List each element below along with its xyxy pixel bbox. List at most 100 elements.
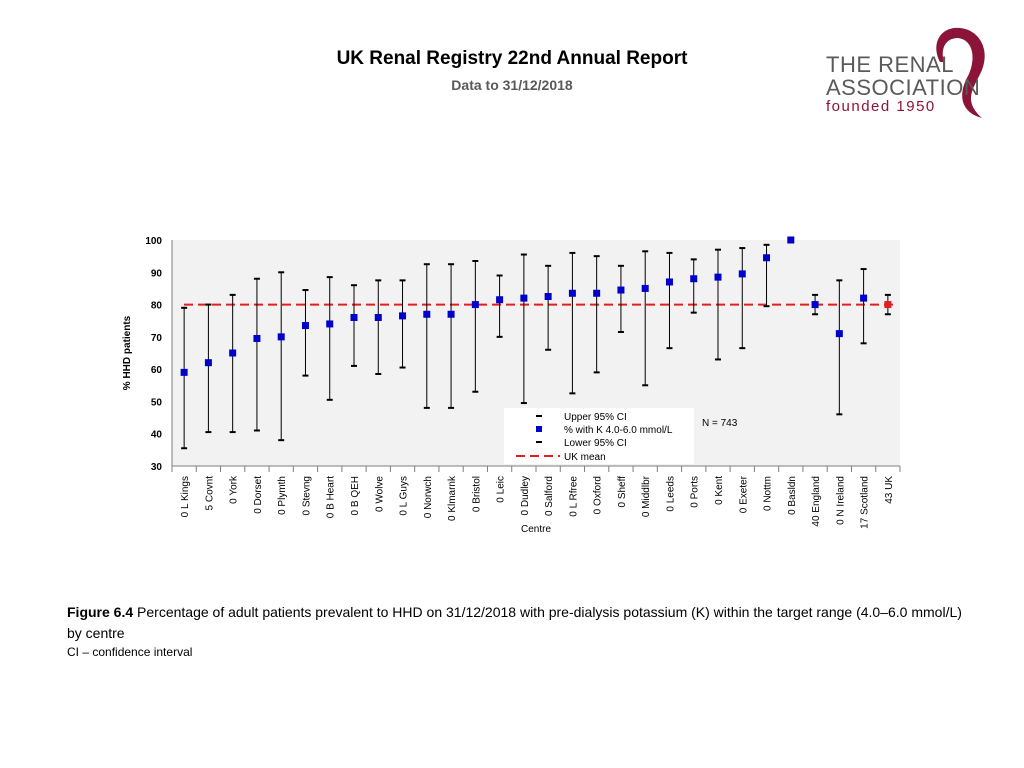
x-axis-label: Centre — [521, 524, 551, 535]
x-tick-label: 0 Dorset — [253, 476, 264, 514]
centre-mark-group — [835, 279, 843, 416]
y-tick-label: 40 — [151, 430, 163, 441]
legend-point-label: % with K 4.0-6.0 mmol/L — [564, 425, 673, 436]
x-axis: 0 L Kings 5 Covnt 0 York 0 Dorset 0 Plymth 0 … — [171, 465, 901, 529]
data-point — [374, 313, 382, 321]
centre-mark-group — [520, 253, 528, 405]
centre-mark-group — [204, 303, 212, 434]
centre-mark-group — [447, 263, 455, 409]
x-tick-label: 0 Salford — [544, 476, 555, 516]
data-point — [496, 296, 504, 304]
logo-line-1: THE RENAL — [826, 52, 954, 77]
data-point — [738, 270, 746, 278]
x-tick-label: 0 Exeter — [738, 475, 749, 513]
centre-mark-group — [253, 277, 261, 432]
data-point — [665, 278, 673, 286]
hhd-potassium-chart: 30 40 50 60 70 80 90 100 0 L Kings 5 Covnt 0 York… — [122, 236, 901, 535]
centre-mark-group — [714, 248, 722, 361]
legend-box — [504, 408, 694, 464]
y-axis-label: % HHD patients — [122, 315, 133, 390]
y-tick-label: 100 — [145, 236, 162, 247]
centre-mark-group — [471, 259, 479, 393]
x-tick-label: 40 England — [811, 476, 822, 527]
centre-mark-group — [374, 279, 382, 375]
legend-upper-ci-label: Upper 95% CI — [564, 412, 627, 423]
x-tick-label: 0 Norwch — [423, 476, 434, 518]
centre-mark-group — [301, 289, 309, 377]
data-point — [471, 301, 479, 309]
logo-line-3: founded 1950 — [826, 98, 936, 115]
centre-mark-group — [180, 306, 188, 450]
centre-mark-group — [763, 243, 771, 308]
data-point — [787, 236, 795, 244]
x-tick-label: 0 Nottm — [763, 476, 774, 511]
data-point — [253, 334, 261, 342]
legend-lower-ci-label: Lower 95% CI — [564, 438, 627, 449]
data-point — [204, 359, 212, 367]
data-point — [811, 301, 819, 309]
x-tick-label: 0 Sheff — [617, 476, 628, 508]
x-tick-label: 0 Plymth — [277, 476, 288, 515]
x-tick-label: 0 L Rfree — [568, 476, 579, 517]
y-tick-label: 70 — [151, 333, 163, 344]
x-tick-label: 0 Middlbr — [641, 475, 652, 517]
report-subtitle: Data to 31/12/2018 — [451, 77, 573, 93]
centre-mark-group — [350, 284, 358, 367]
centre-mark-group — [593, 255, 601, 374]
centre-mark-group — [326, 276, 334, 401]
data-point — [326, 320, 334, 328]
centre-mark-group — [229, 293, 237, 434]
centre-mark-group — [738, 247, 746, 350]
y-axis: 30 40 50 60 70 80 90 100 — [145, 236, 173, 473]
x-tick-label: 0 N Ireland — [835, 476, 846, 525]
legend-mean-label: UK mean — [564, 452, 606, 463]
data-point — [447, 310, 455, 318]
data-point — [544, 293, 552, 300]
x-tick-label: 0 Bristol — [471, 476, 482, 512]
centre-mark-group — [399, 279, 407, 369]
centre-mark-group — [641, 250, 649, 387]
figure-caption-text: Percentage of adult patients prevalent t… — [67, 604, 962, 641]
data-point — [350, 313, 358, 321]
legend-point-marker — [536, 426, 542, 432]
x-tick-label: 43 UK — [884, 476, 895, 504]
logo-swirl-icon — [936, 27, 985, 118]
x-tick-label: 0 Wolve — [374, 476, 385, 512]
report-title: UK Renal Registry 22nd Annual Report — [336, 48, 688, 69]
data-point — [399, 312, 407, 320]
x-tick-label: 0 Klmarnk — [447, 475, 458, 521]
x-tick-label: 0 Stevng — [301, 476, 312, 515]
data-point — [690, 275, 698, 283]
x-tick-label: 0 B Heart — [326, 476, 337, 518]
x-tick-label: 0 York — [229, 475, 240, 504]
x-tick-label: 0 B QEH — [350, 476, 361, 515]
figure-caption: Figure 6.4 Percentage of adult patients … — [67, 602, 967, 644]
centre-mark-group — [277, 271, 285, 442]
centre-mark-group — [496, 274, 504, 338]
centre-mark-group — [568, 251, 576, 395]
centre-mark-group — [884, 293, 892, 316]
data-point — [763, 254, 771, 262]
x-tick-label: 0 Leeds — [665, 476, 676, 512]
x-tick-label: 17 Scotland — [860, 476, 871, 529]
uk-point — [884, 301, 892, 309]
x-tick-label: 0 Basldn — [787, 476, 798, 515]
data-point — [593, 289, 601, 297]
centre-mark-group — [811, 293, 819, 316]
centre-mark-group — [860, 268, 868, 345]
y-tick-label: 60 — [151, 365, 163, 376]
data-point — [617, 286, 625, 294]
y-tick-label: 90 — [151, 268, 163, 279]
centre-mark-group — [423, 263, 431, 409]
data-point — [860, 294, 868, 302]
x-tick-label: 0 L Guys — [399, 476, 410, 516]
y-tick-label: 50 — [151, 397, 163, 408]
centre-mark-group — [665, 251, 673, 350]
data-point — [301, 322, 309, 330]
x-tick-label: 0 Oxford — [593, 476, 604, 514]
y-tick-label: 30 — [151, 462, 163, 473]
centre-mark-group — [544, 264, 552, 351]
data-point — [568, 289, 576, 297]
chart-legend: Upper 95% CI % with K 4.0-6.0 mmol/L Low… — [504, 408, 738, 464]
x-tick-label: 0 Dudley — [520, 476, 531, 515]
